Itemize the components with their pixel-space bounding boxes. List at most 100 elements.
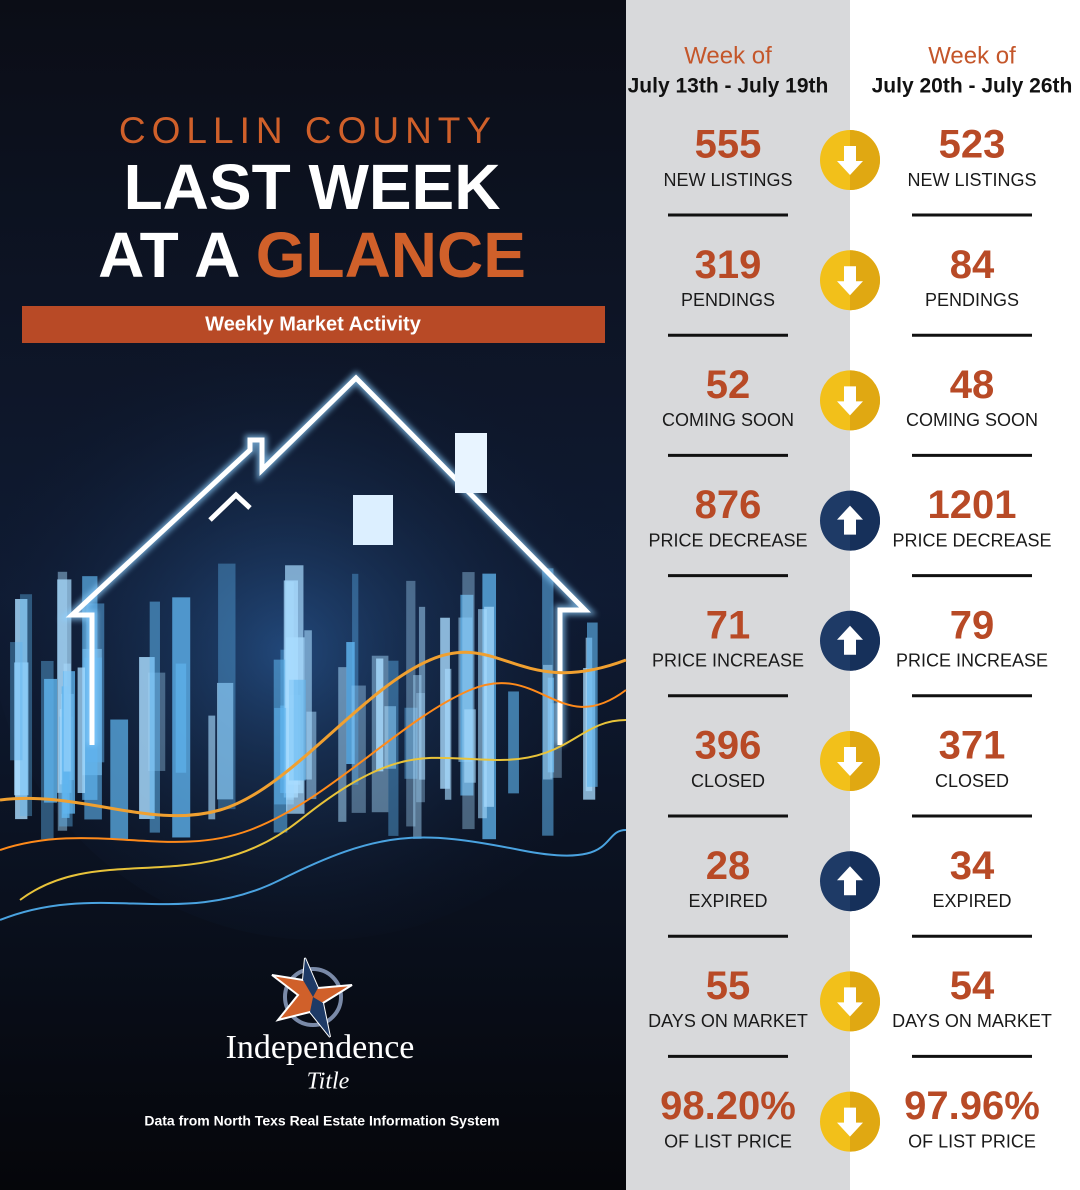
- current-column: [850, 0, 1080, 1190]
- arrow-glyph: [837, 505, 863, 535]
- city-bar: [352, 573, 359, 785]
- city-bar: [306, 711, 317, 800]
- city-bar: [63, 663, 71, 772]
- city-bar: [175, 663, 187, 773]
- current-value: 84: [950, 243, 995, 287]
- city-bar: [218, 563, 236, 810]
- arrow-shadow: [850, 851, 880, 912]
- title-highlight: GLANCE: [256, 219, 526, 291]
- city-bar: [208, 715, 216, 820]
- week-range: July 13th - July 19th: [628, 75, 829, 98]
- arrow-glyph: [837, 266, 863, 296]
- city-bar: [346, 642, 355, 765]
- arrow-shadow: [850, 130, 880, 190]
- city-bar: [338, 667, 347, 822]
- previous-value: 319: [695, 243, 762, 287]
- city-bar: [376, 658, 384, 772]
- city-bar: [110, 719, 129, 840]
- arrow-glyph: [837, 386, 863, 416]
- city-bar: [508, 691, 519, 794]
- metric-label: PRICE INCREASE: [652, 651, 804, 671]
- brand-script: Title: [307, 1069, 350, 1095]
- city-bar: [464, 709, 476, 783]
- trend-arrow: [820, 130, 880, 190]
- city-bar: [288, 679, 306, 781]
- trend-arrow: [820, 851, 880, 912]
- current-value: 523: [939, 123, 1006, 167]
- city-bar: [586, 622, 598, 787]
- city-bar: [10, 642, 23, 761]
- current-value: 48: [950, 363, 995, 407]
- city-bar: [406, 580, 416, 827]
- trend-arrow: [820, 971, 880, 1032]
- metric-label: PENDINGS: [925, 290, 1019, 310]
- trend-arrow: [820, 370, 880, 431]
- title-prefix: AT A: [98, 219, 239, 291]
- metric-label: DAYS ON MARKET: [892, 1011, 1052, 1031]
- banner: [22, 306, 605, 343]
- trend-arrow: [820, 250, 880, 311]
- metric-label: DAYS ON MARKET: [648, 1011, 808, 1031]
- previous-value: 396: [695, 724, 762, 768]
- previous-value: 876: [695, 483, 762, 527]
- previous-column: [626, 0, 850, 1190]
- week-label: Week of: [928, 42, 1016, 69]
- trend-arrow: [820, 610, 880, 671]
- arrow-shadow: [850, 490, 880, 551]
- metric-label: CLOSED: [691, 771, 765, 791]
- city-bar: [418, 606, 426, 780]
- kicker: COLLIN COUNTY: [119, 110, 497, 151]
- arrow-glyph: [837, 146, 863, 175]
- trend-arrow: [820, 490, 880, 551]
- city-bar: [388, 660, 399, 836]
- city-bar: [478, 609, 487, 819]
- title-line-1: LAST WEEK: [124, 151, 501, 223]
- metric-label: NEW LISTINGS: [907, 170, 1036, 190]
- metric-label: OF LIST PRICE: [664, 1131, 792, 1151]
- previous-value: 71: [706, 603, 751, 647]
- previous-value: 98.20%: [660, 1084, 796, 1128]
- arrow-glyph: [837, 747, 863, 776]
- metric-label: EXPIRED: [932, 891, 1011, 911]
- arrow-glyph: [837, 987, 863, 1017]
- arrow-shadow: [850, 731, 880, 791]
- banner-text: Weekly Market Activity: [205, 313, 422, 335]
- arrow-glyph: [837, 866, 863, 896]
- trend-arrow: [820, 731, 880, 791]
- city-bars: [10, 563, 598, 840]
- city-bar: [20, 594, 33, 817]
- brand-name: Independence: [226, 1029, 415, 1066]
- arrow-shadow: [850, 250, 880, 311]
- previous-value: 55: [706, 964, 751, 1008]
- metric-label: CLOSED: [935, 771, 1009, 791]
- arrow-glyph: [837, 625, 863, 655]
- city-bar: [444, 668, 452, 800]
- week-range: July 20th - July 26th: [872, 75, 1073, 98]
- metric-label: PRICE DECREASE: [648, 530, 807, 550]
- current-value: 79: [950, 603, 995, 647]
- current-value: 371: [939, 724, 1006, 768]
- current-value: 1201: [928, 483, 1017, 527]
- current-value: 34: [950, 844, 995, 888]
- arrow-glyph: [837, 1107, 863, 1137]
- city-bar: [149, 601, 160, 833]
- current-value: 97.96%: [904, 1084, 1040, 1128]
- arrow-shadow: [850, 370, 880, 431]
- city-bar: [462, 572, 475, 830]
- city-bar: [286, 581, 294, 800]
- city-bar: [15, 598, 28, 820]
- title-line-2: AT A GLANCE: [98, 219, 526, 291]
- previous-value: 28: [706, 844, 751, 888]
- trend-arrow: [820, 1091, 880, 1152]
- previous-value: 555: [695, 123, 762, 167]
- logo-star: [271, 957, 353, 1038]
- arrow-shadow: [850, 1091, 880, 1152]
- city-bar: [413, 675, 422, 839]
- metrics: 555 NEW LISTINGS 523 NEW LISTINGS 319 PENDING…: [648, 123, 1052, 1152]
- city-bar: [77, 667, 86, 794]
- metric-label: NEW LISTINGS: [663, 170, 792, 190]
- arrow-shadow: [850, 610, 880, 671]
- metric-label: PRICE DECREASE: [892, 530, 1051, 550]
- metric-label: COMING SOON: [906, 410, 1038, 430]
